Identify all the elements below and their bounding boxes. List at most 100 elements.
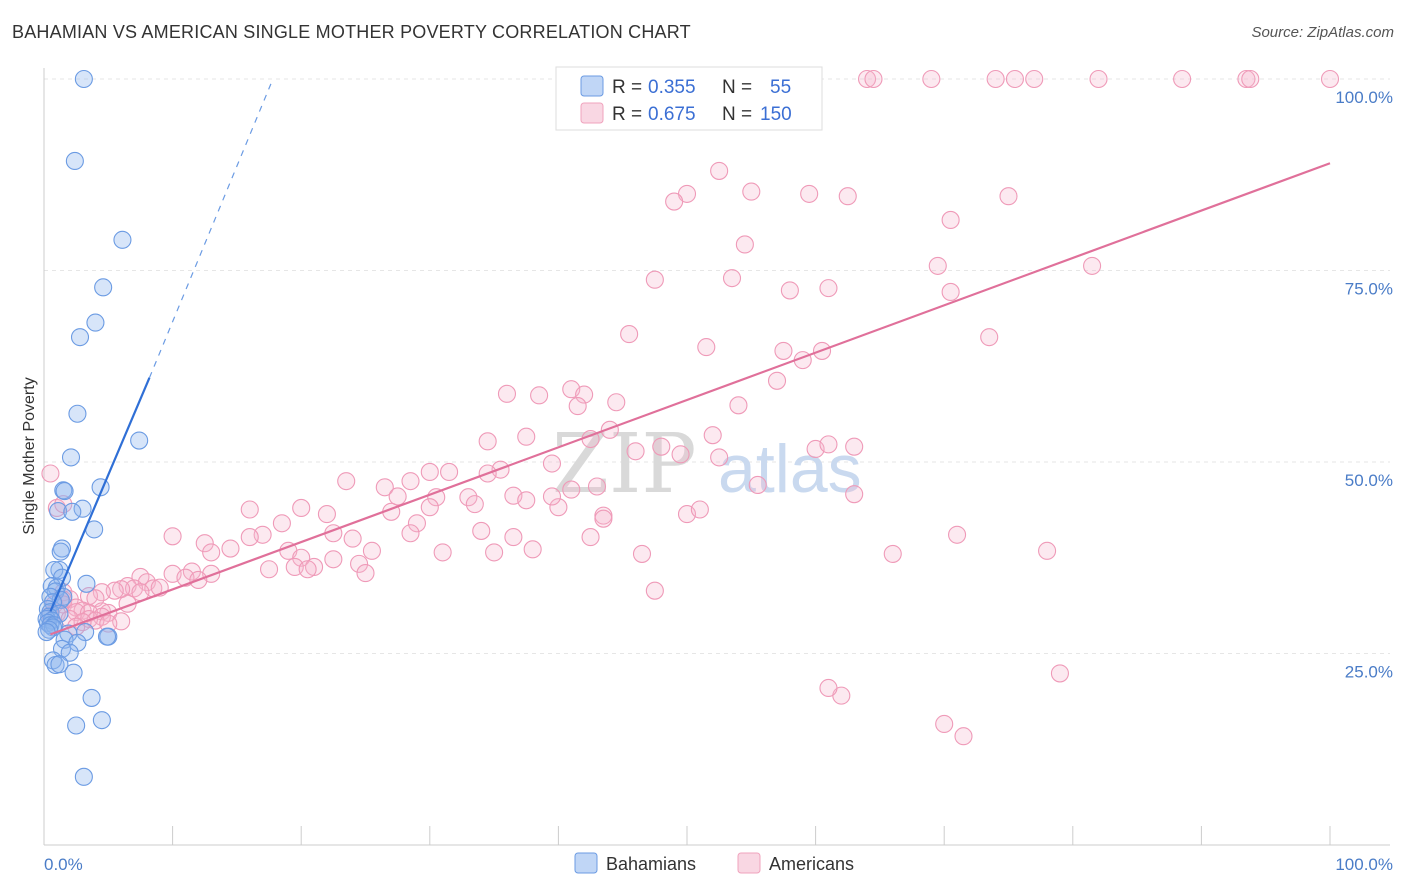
point-americans	[568, 397, 587, 416]
point-bahamians	[77, 574, 96, 593]
point-americans	[420, 498, 439, 517]
point-americans	[845, 485, 864, 504]
point-americans	[272, 514, 291, 533]
point-americans	[337, 472, 356, 491]
point-americans	[1320, 69, 1340, 89]
point-americans	[690, 500, 709, 519]
point-americans	[922, 69, 941, 89]
watermark: ZIP atlas	[552, 417, 862, 512]
point-americans	[587, 477, 607, 496]
point-americans	[652, 437, 671, 456]
legend-r-label-americans: R =	[612, 104, 642, 125]
point-americans	[517, 491, 536, 510]
point-americans	[722, 269, 742, 288]
y-tick-label: 25.0%	[1345, 663, 1393, 682]
legend-n-label-americans: N =	[722, 104, 752, 125]
point-americans	[767, 371, 787, 390]
point-americans	[857, 69, 877, 89]
data-points	[37, 69, 1340, 786]
point-americans	[530, 386, 549, 405]
point-bahamians	[63, 502, 82, 521]
point-americans	[562, 480, 581, 499]
series-legend: Bahamians Americans	[574, 852, 854, 874]
point-americans	[1005, 69, 1024, 89]
point-americans	[780, 281, 799, 300]
point-americans	[819, 678, 838, 698]
bottom-legend-label-americans: Americans	[769, 854, 854, 874]
point-americans	[980, 328, 999, 347]
point-bahamians	[52, 539, 72, 558]
point-americans	[465, 495, 484, 514]
point-americans	[472, 521, 491, 540]
point-americans	[440, 462, 459, 482]
point-americans	[864, 69, 883, 89]
point-americans	[259, 560, 279, 579]
point-americans	[504, 528, 523, 547]
legend-r-label-bahamians: R =	[612, 77, 642, 98]
point-americans	[292, 548, 311, 567]
point-americans	[594, 509, 613, 528]
point-americans	[819, 435, 838, 454]
point-bahamians	[50, 655, 69, 674]
point-americans	[202, 543, 221, 562]
point-americans	[710, 448, 729, 467]
trend-line-bahamians	[49, 377, 151, 612]
point-bahamians	[82, 688, 101, 707]
y-axis-label: Single Mother Poverty	[21, 377, 38, 534]
legend-n-label-bahamians: N =	[722, 77, 752, 98]
point-bahamians	[51, 542, 70, 561]
point-americans	[356, 564, 375, 583]
point-americans	[362, 541, 381, 560]
point-americans	[703, 426, 722, 445]
point-americans	[324, 550, 343, 569]
point-americans	[729, 396, 748, 415]
point-bahamians	[60, 643, 79, 662]
point-americans	[433, 543, 452, 562]
point-americans	[240, 500, 259, 519]
stats-legend: R = 0.355 N = 55 R = 0.675 N = 150	[555, 66, 823, 131]
point-americans	[1038, 541, 1057, 560]
point-americans	[948, 525, 967, 544]
point-bahamians	[61, 448, 81, 467]
source-label: Source: ZipAtlas.com	[1251, 24, 1394, 41]
point-bahamians	[37, 623, 56, 642]
point-americans	[941, 282, 960, 301]
point-americans	[941, 210, 960, 229]
point-americans	[575, 385, 594, 404]
point-americans	[292, 498, 311, 518]
point-bahamians	[68, 633, 87, 652]
chart-title: BAHAMIAN VS AMERICAN SINGLE MOTHER POVER…	[12, 22, 691, 42]
trend-lines	[49, 78, 1331, 636]
point-bahamians	[70, 328, 90, 347]
trend-line-bahamians-extension	[148, 78, 274, 378]
point-americans	[549, 498, 568, 517]
axes	[43, 68, 1390, 846]
legend-swatch-bahamians	[580, 75, 604, 97]
point-americans	[459, 488, 478, 507]
point-bahamians	[113, 230, 132, 249]
point-americans	[240, 528, 259, 547]
point-americans	[748, 475, 767, 495]
point-americans	[665, 192, 684, 211]
point-americans	[478, 432, 497, 451]
point-americans	[845, 437, 864, 456]
point-americans	[632, 544, 652, 563]
y-tick-label: 50.0%	[1345, 471, 1393, 490]
point-bahamians	[86, 313, 105, 332]
point-americans	[954, 727, 973, 746]
point-bahamians	[67, 716, 86, 735]
point-americans	[928, 256, 947, 275]
point-bahamians	[73, 499, 92, 518]
point-americans	[407, 514, 426, 533]
point-americans	[343, 529, 362, 548]
point-bahamians	[65, 151, 84, 171]
x-tick-labels: 0.0% 100.0%	[44, 855, 1393, 874]
point-americans	[485, 543, 504, 562]
point-americans	[581, 528, 600, 547]
point-bahamians	[97, 627, 117, 646]
point-americans	[1050, 664, 1069, 683]
point-americans	[735, 235, 754, 254]
point-bahamians	[94, 278, 113, 297]
point-bahamians	[74, 69, 93, 89]
point-americans	[626, 442, 645, 461]
